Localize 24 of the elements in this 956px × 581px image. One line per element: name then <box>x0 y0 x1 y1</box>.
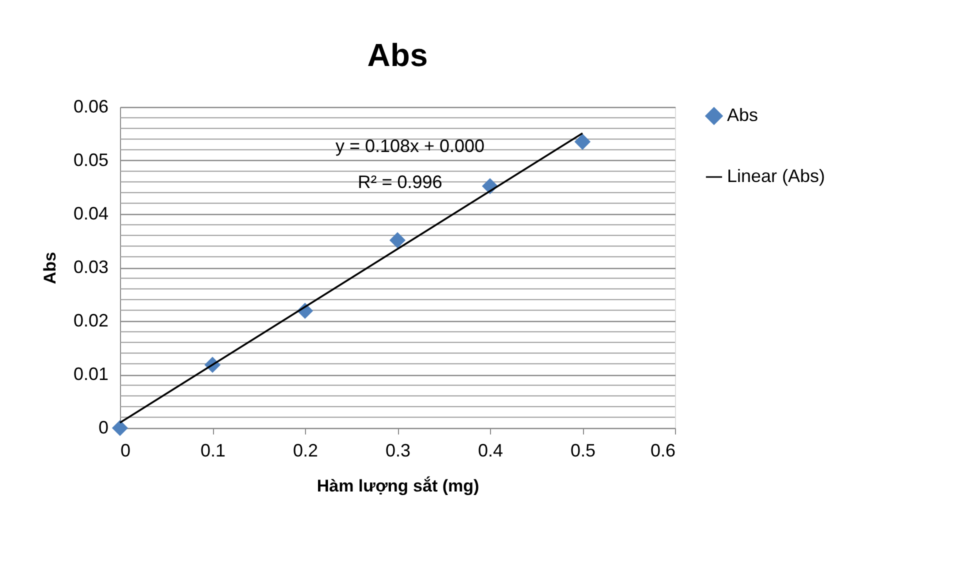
y-tick-label: 0.01 <box>73 364 108 384</box>
x-tick-label: 0.5 <box>570 440 596 460</box>
x-tick-label: 0.4 <box>478 440 504 460</box>
x-tick-label: 0.2 <box>292 440 318 460</box>
legend-label: Abs <box>727 105 758 125</box>
y-tick-label: 0.06 <box>73 96 108 116</box>
x-axis-title: Hàm lượng sắt (mg) <box>316 476 480 496</box>
annotation: y = 0.108x + 0.000 <box>335 136 485 156</box>
y-axis-title: Abs <box>40 252 60 284</box>
x-tick-label: 0 <box>120 440 131 460</box>
x-tick-label: 0.3 <box>385 440 411 460</box>
point <box>112 420 128 436</box>
y-tick-label: 0.03 <box>73 257 108 277</box>
y-tick-label: 0.02 <box>73 310 108 330</box>
point <box>389 232 406 248</box>
x-tick-label: 0.6 <box>650 440 676 460</box>
annotation: R² = 0.996 <box>358 172 442 192</box>
chart-title: Abs <box>367 37 428 73</box>
y-tick-label: 0.04 <box>73 204 108 224</box>
y-tick-label: 0 <box>98 418 108 438</box>
x-tick-label: 0.1 <box>200 440 226 460</box>
point <box>574 134 591 150</box>
y-tick-label: 0.05 <box>73 150 108 170</box>
legend-label: Linear (Abs) <box>727 166 826 186</box>
